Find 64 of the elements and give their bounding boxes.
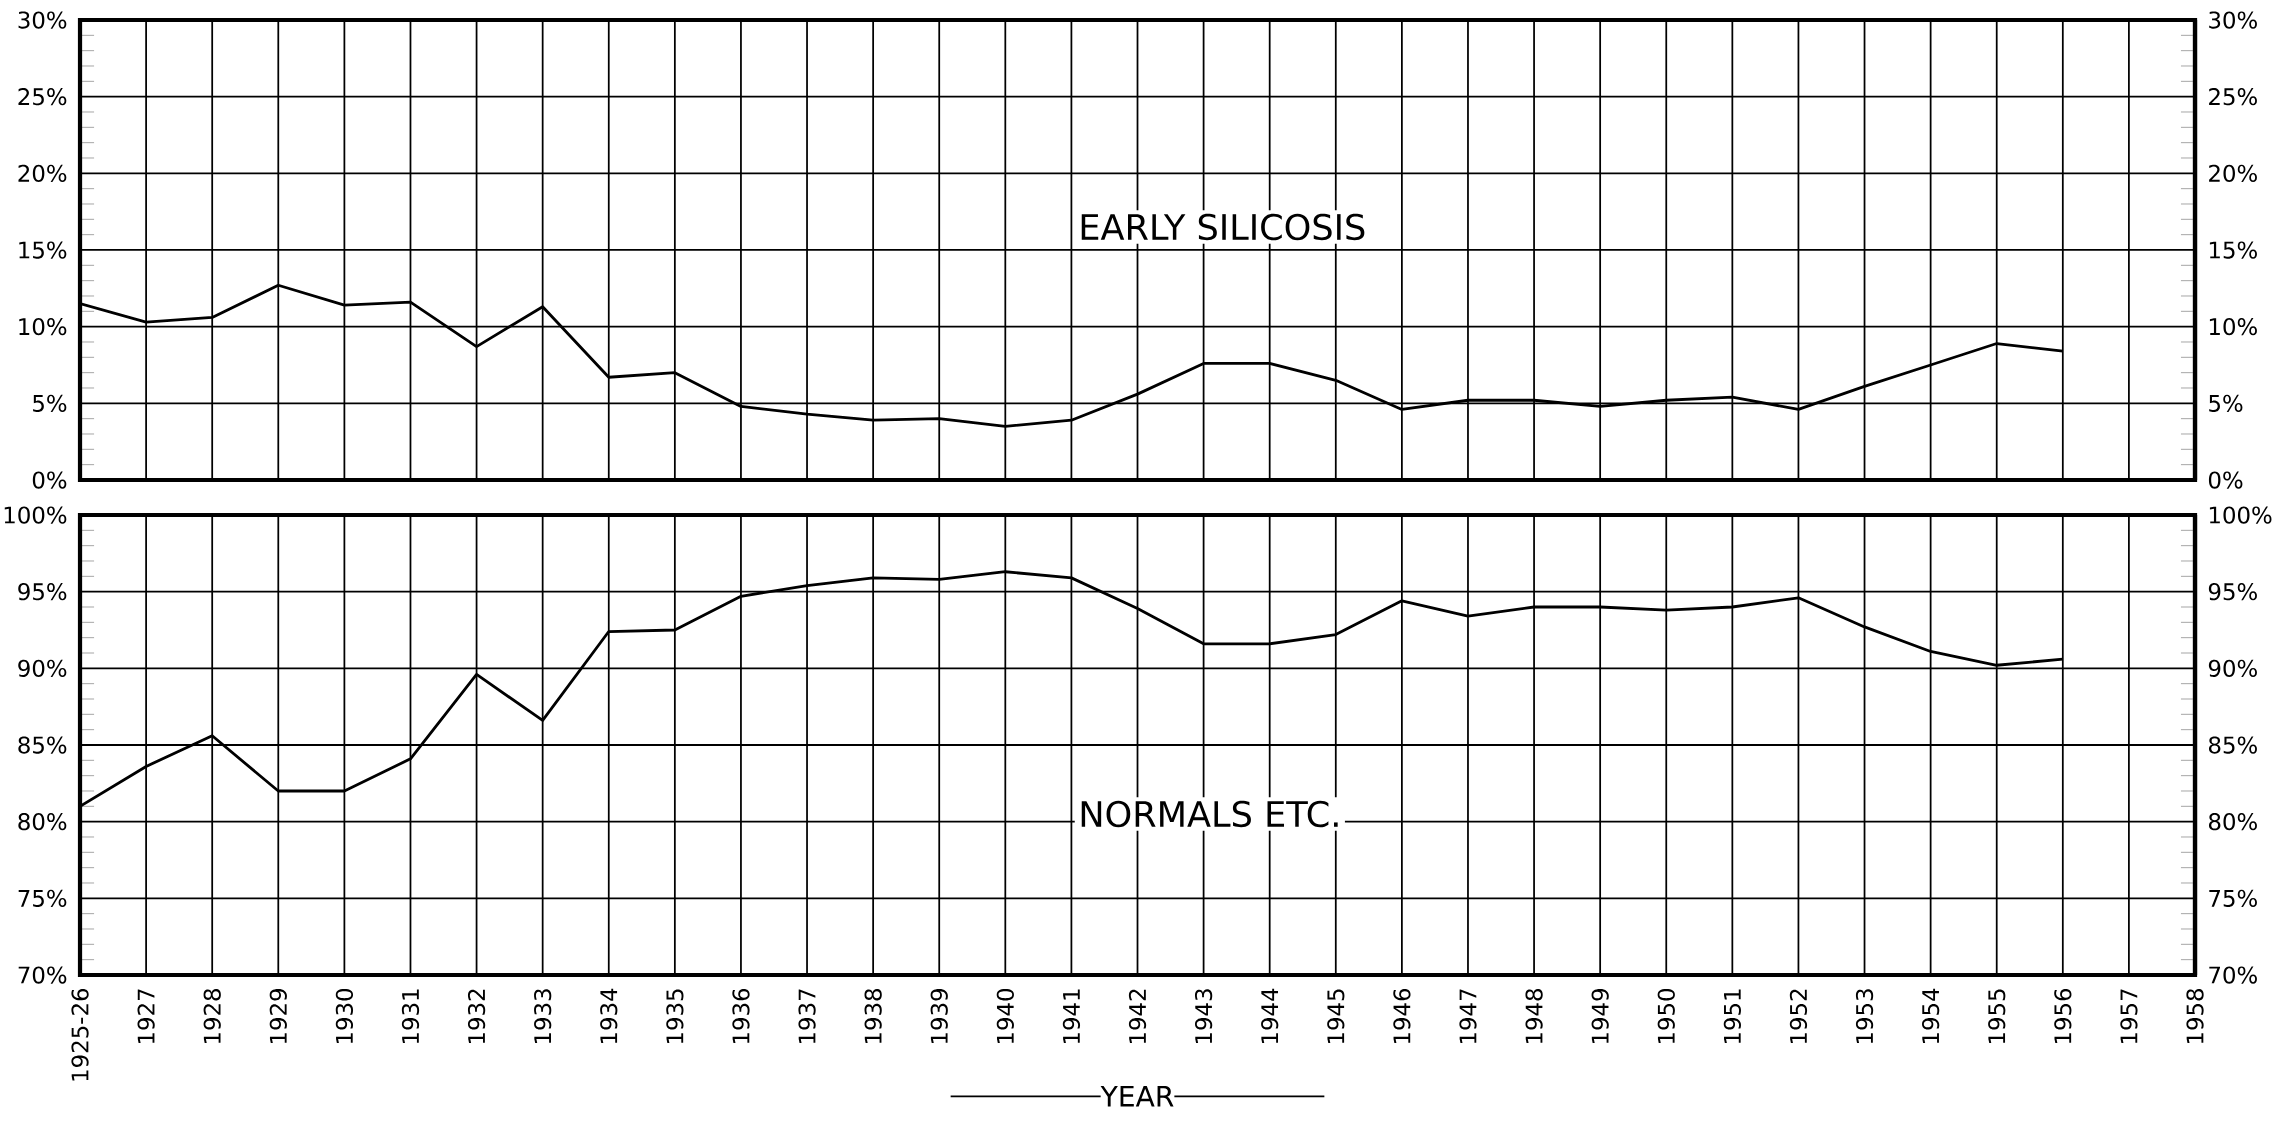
x-tick-label: 1954 [1922, 988, 1940, 1044]
y2-tick-label: 15% [2209, 241, 2257, 259]
x-tick-label: 1944 [1261, 988, 1279, 1044]
x-tick-label: 1934 [600, 988, 618, 1044]
y-tick-label: 5% [33, 394, 67, 412]
x-tick-label: 1927 [137, 989, 155, 1044]
annotation: NORMALS ETC. [1081, 800, 1338, 828]
x-tick-label: 1955 [1988, 989, 2006, 1044]
y2-tick-label: 100% [2209, 506, 2272, 524]
x-tick-label: 1943 [1194, 989, 1213, 1044]
x-tick-label: 1952 [1789, 989, 1808, 1044]
y2-tick-label: 0% [2208, 471, 2243, 489]
annotation: EARLY SILICOSIS [1081, 213, 1365, 241]
y2-tick-label: 5% [2209, 394, 2243, 412]
y-tick-label: 10% [19, 318, 67, 336]
x-tick-label: 1925-26 [71, 988, 89, 1081]
x-tick-label: 1946 [1393, 988, 1411, 1044]
x-tick-label: 1947 [1459, 989, 1477, 1044]
y2-tick-label: 80% [2208, 813, 2257, 831]
x-tick-label: 1950 [1657, 988, 1675, 1044]
y-tick-label: 70% [18, 966, 67, 984]
x-tick-label: 1957 [2120, 989, 2138, 1044]
x-tick-label: 1938 [864, 989, 882, 1044]
x-tick-label: 1948 [1525, 989, 1543, 1044]
x-tick-label: 1930 [335, 988, 354, 1044]
x-tick-label: 1936 [732, 988, 750, 1044]
y-tick-label: 0% [32, 471, 67, 489]
y2-tick-label: 90% [2208, 659, 2257, 677]
y2-tick-label: 95% [2208, 583, 2257, 601]
x-tick-label: 1951 [1723, 989, 1741, 1044]
x-axis-title: YEAR [1100, 1085, 1174, 1107]
x-tick-label: 1953 [1855, 989, 1874, 1044]
y-tick-label: 85% [18, 736, 67, 754]
y-tick-label: 100% [4, 506, 67, 524]
y2-tick-label: 70% [2209, 966, 2257, 984]
y-tick-label: 75% [18, 889, 67, 907]
x-tick-label: 1949 [1591, 989, 1609, 1044]
x-tick-label: 1941 [1062, 989, 1081, 1044]
x-tick-label: 1937 [798, 989, 816, 1044]
y-tick-label: 20% [18, 164, 67, 182]
x-tick-label: 1933 [534, 989, 552, 1044]
x-tick-label: 1958 [2186, 989, 2204, 1044]
y-tick-label: 95% [18, 583, 67, 601]
y2-tick-label: 10% [2209, 318, 2257, 336]
y2-tick-label: 75% [2209, 889, 2257, 907]
y-tick-label: 25% [18, 88, 67, 106]
x-tick-label: 1931 [401, 989, 420, 1044]
y-tick-label: 80% [18, 813, 67, 831]
x-tick-label: 1939 [930, 989, 948, 1044]
y2-tick-label: 20% [2209, 164, 2257, 182]
x-tick-label: 1956 [2054, 988, 2072, 1044]
y-tick-label: 15% [19, 241, 67, 259]
x-tick-label: 1928 [203, 989, 221, 1044]
x-tick-label: 1940 [996, 988, 1014, 1044]
x-tick-label: 1935 [666, 989, 684, 1044]
y2-tick-label: 25% [2209, 88, 2257, 106]
y2-tick-label: 30% [2209, 11, 2257, 29]
y-tick-label: 30% [18, 11, 67, 29]
x-tick-label: 1945 [1327, 989, 1345, 1044]
x-tick-label: 1942 [1128, 989, 1147, 1044]
y-tick-label: 90% [18, 659, 67, 677]
x-tick-label: 1932 [467, 989, 486, 1044]
y2-tick-label: 85% [2208, 736, 2257, 754]
x-tick-label: 1929 [269, 989, 287, 1044]
